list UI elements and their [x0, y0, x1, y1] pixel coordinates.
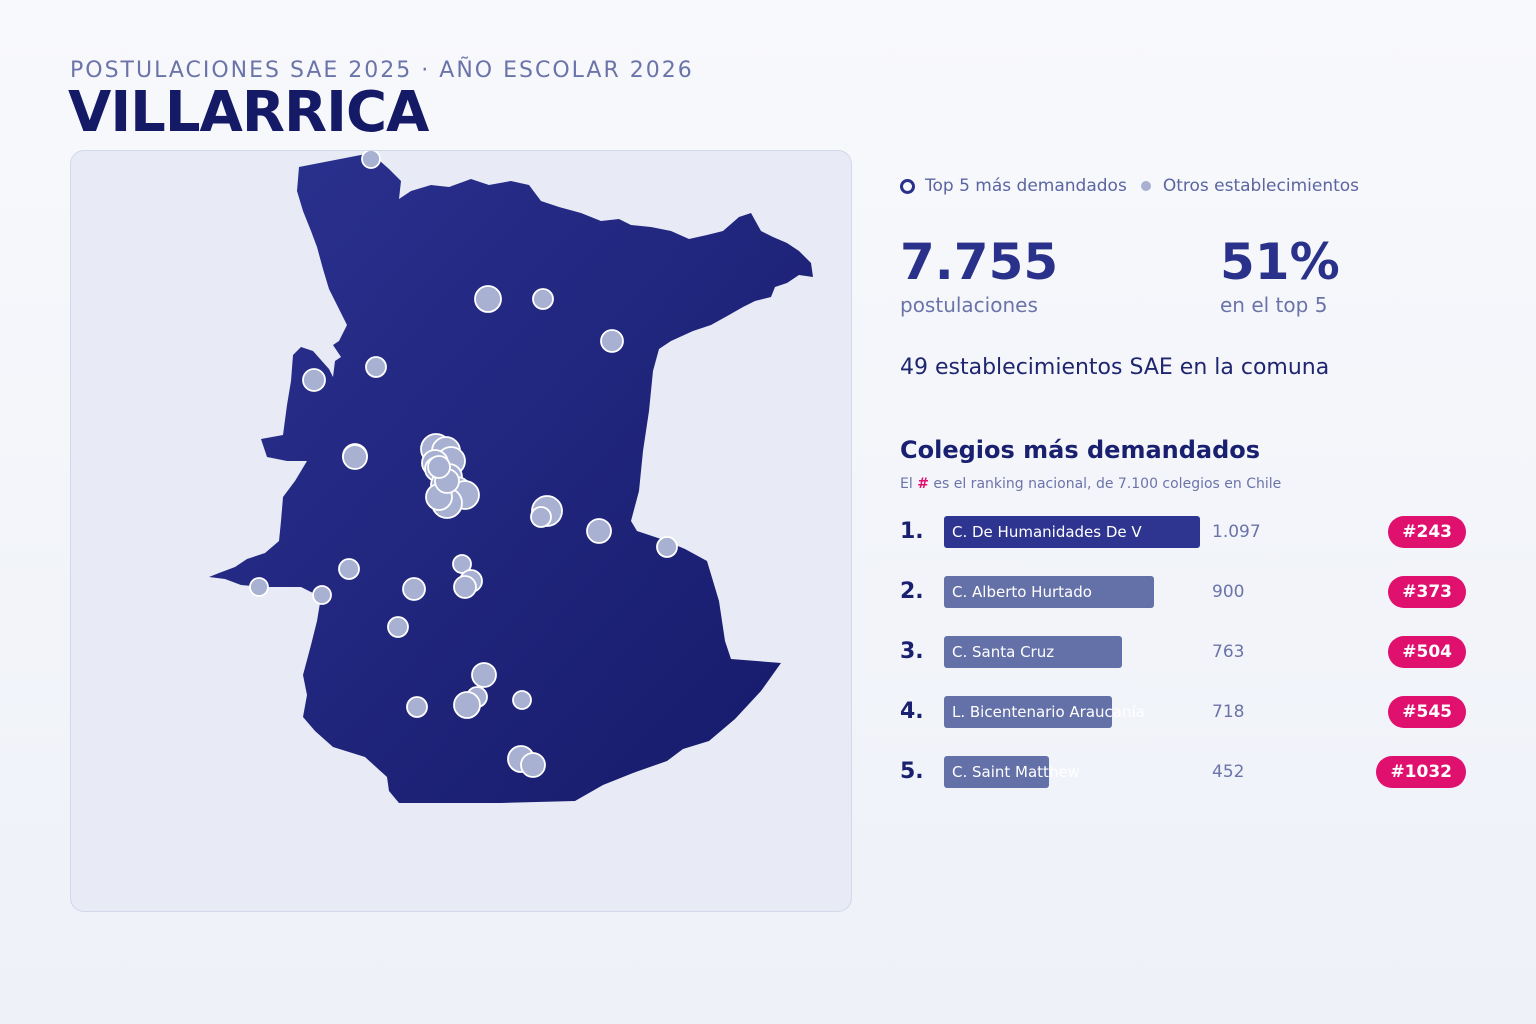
ranking-applications: 763	[1212, 642, 1245, 662]
ranking-applications: 1.097	[1212, 522, 1261, 542]
school-marker[interactable]	[530, 506, 552, 528]
ranking-bar: C. Alberto Hurtado	[944, 576, 1154, 608]
ranking-applications: 900	[1212, 582, 1245, 602]
ranking-row[interactable]: 5. C. Saint Matthew 452 #1032	[900, 756, 1466, 788]
school-marker[interactable]	[471, 662, 497, 688]
ranking-school-name: C. Santa Cruz	[952, 643, 1055, 661]
map-panel[interactable]	[70, 150, 852, 912]
map-legend: Top 5 más demandados Otros establecimien…	[900, 174, 1359, 198]
ranking-bar: C. Saint Matthew	[944, 756, 1080, 788]
top5-legend-ring-icon	[900, 178, 915, 194]
ranking-position: 3.	[900, 639, 924, 664]
ranking-row[interactable]: 4. L. Bicentenario Araucanía 718 #545	[900, 696, 1466, 728]
school-marker[interactable]	[427, 455, 451, 479]
school-marker[interactable]	[342, 444, 368, 470]
ranking-bar: C. De Humanidades De V	[944, 516, 1200, 548]
top5-legend-label: Top 5 más demandados	[925, 176, 1127, 196]
commune-map	[209, 151, 813, 803]
others-legend-dot-icon	[1140, 181, 1151, 191]
school-marker[interactable]	[586, 518, 612, 544]
school-marker[interactable]	[402, 577, 426, 601]
applications-value: 7.755	[900, 233, 1059, 291]
others-legend-label: Otros establecimientos	[1162, 176, 1360, 196]
top5-share-stat: 51% en el top 5	[1220, 232, 1340, 318]
commune-boundary	[209, 153, 813, 803]
ranking-applications: 718	[1212, 702, 1245, 722]
national-rank-badge: #1032	[1376, 756, 1466, 788]
school-marker[interactable]	[474, 285, 502, 313]
national-rank-badge: #545	[1388, 696, 1466, 728]
school-marker[interactable]	[656, 536, 678, 558]
school-marker[interactable]	[600, 329, 624, 353]
ranking-position: 1.	[900, 519, 924, 544]
ranking-school-name: C. De Humanidades De V	[952, 523, 1142, 541]
ranking-bar: L. Bicentenario Araucanía	[944, 696, 1145, 728]
ranking-bar: C. Santa Cruz	[944, 636, 1122, 668]
school-marker[interactable]	[453, 691, 481, 719]
school-marker[interactable]	[249, 577, 269, 597]
school-marker[interactable]	[512, 690, 532, 710]
ranking-row[interactable]: 3. C. Santa Cruz 763 #504	[900, 636, 1466, 668]
ranking-note-suffix: es el ranking nacional, de 7.100 colegio…	[928, 476, 1282, 492]
school-marker[interactable]	[453, 575, 477, 599]
ranking-school-name: C. Alberto Hurtado	[952, 583, 1092, 601]
ranking-position: 2.	[900, 579, 924, 604]
ranking-title: Colegios más demandados	[900, 436, 1261, 464]
ranking-school-name: L. Bicentenario Araucanía	[952, 703, 1145, 721]
ranking-note-hash: #	[917, 476, 929, 492]
ranking-applications: 452	[1212, 762, 1245, 782]
school-marker[interactable]	[532, 288, 554, 310]
ranking-row[interactable]: 1. C. De Humanidades De V 1.097 #243	[900, 516, 1466, 548]
applications-stat: 7.755 postulaciones	[900, 232, 1058, 318]
ranking-school-name: C. Saint Matthew	[952, 763, 1080, 781]
schools-count: 49 establecimientos SAE en la comuna	[900, 355, 1330, 380]
school-marker[interactable]	[406, 696, 428, 718]
page-kicker: POSTULACIONES SAE 2025 · AÑO ESCOLAR 202…	[70, 58, 694, 83]
ranking-position: 4.	[900, 699, 924, 724]
ranking-note: El # es el ranking nacional, de 7.100 co…	[900, 476, 1281, 492]
school-marker[interactable]	[302, 368, 326, 392]
ranking-row[interactable]: 2. C. Alberto Hurtado 900 #373	[900, 576, 1466, 608]
school-marker[interactable]	[520, 752, 546, 778]
national-rank-badge: #243	[1388, 516, 1466, 548]
school-marker[interactable]	[452, 554, 472, 574]
applications-label: postulaciones	[900, 293, 1038, 317]
page-title: VILLARRICA	[68, 80, 429, 145]
ranking-position: 5.	[900, 759, 924, 784]
top5-share-value: 51%	[1220, 233, 1340, 291]
top5-share-label: en el top 5	[1220, 293, 1328, 317]
school-markers	[249, 151, 678, 778]
school-marker[interactable]	[312, 585, 332, 605]
national-rank-badge: #373	[1388, 576, 1466, 608]
school-marker[interactable]	[387, 616, 409, 638]
national-rank-badge: #504	[1388, 636, 1466, 668]
school-marker[interactable]	[338, 558, 360, 580]
school-marker[interactable]	[361, 151, 381, 169]
school-marker[interactable]	[365, 356, 387, 378]
ranking-note-prefix: El	[900, 476, 918, 492]
